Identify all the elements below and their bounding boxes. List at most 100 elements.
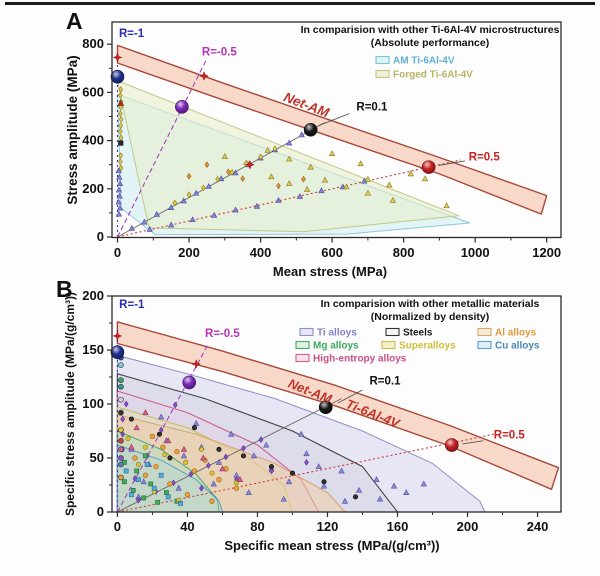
data-point xyxy=(167,481,173,487)
data-point xyxy=(118,140,124,146)
x-tick-label: 0 xyxy=(114,245,121,260)
label-R=-1: R=-1 xyxy=(119,28,145,40)
data-point xyxy=(209,498,215,504)
r-ratio-sphere xyxy=(110,69,125,84)
data-point xyxy=(167,221,175,228)
x-tick-label: 200 xyxy=(178,245,200,260)
legend-item-label: Forged Ti-6Al-4V xyxy=(393,70,473,81)
data-point xyxy=(223,453,229,461)
data-point xyxy=(226,168,231,176)
data-point xyxy=(115,198,122,205)
page-rule xyxy=(5,2,595,5)
legend-item-label: Steels xyxy=(403,328,433,339)
data-point xyxy=(115,210,123,217)
data-point xyxy=(115,186,123,193)
r-ratio-sphere xyxy=(303,122,318,137)
data-point xyxy=(236,476,244,482)
data-point xyxy=(338,467,345,474)
series-cu-pts xyxy=(123,462,183,506)
y-tick-label: 400 xyxy=(82,133,104,148)
data-point xyxy=(156,431,162,437)
data-point xyxy=(221,153,228,159)
data-point xyxy=(258,153,263,161)
series-steel-pts xyxy=(128,416,359,500)
data-point xyxy=(118,152,124,159)
data-point xyxy=(128,224,135,231)
data-point xyxy=(118,116,124,123)
data-point xyxy=(174,448,180,455)
data-point xyxy=(153,210,161,217)
y-tick-label: 100 xyxy=(82,396,104,411)
data-point xyxy=(183,459,189,465)
data-point xyxy=(191,425,197,431)
star-marker xyxy=(199,71,209,81)
series-am-r05 xyxy=(146,177,368,232)
label-R=0.1: R=0.1 xyxy=(356,102,388,114)
panel-b-label: B xyxy=(56,276,73,302)
data-point xyxy=(116,204,124,211)
data-point xyxy=(125,436,131,442)
data-point xyxy=(149,433,156,440)
data-point xyxy=(210,480,217,487)
data-point xyxy=(352,494,359,500)
data-point xyxy=(241,444,246,452)
data-point xyxy=(269,467,274,475)
data-point xyxy=(134,468,140,474)
data-point xyxy=(301,175,306,183)
data-point xyxy=(118,455,124,461)
y-tick-label: 800 xyxy=(82,36,104,51)
data-point xyxy=(123,468,129,474)
data-point xyxy=(198,446,204,452)
data-point xyxy=(275,196,282,203)
data-point xyxy=(403,489,410,495)
data-point xyxy=(153,463,159,470)
data-point xyxy=(180,197,187,204)
data-point xyxy=(118,86,124,93)
legend-swatch xyxy=(381,340,396,350)
data-point xyxy=(328,150,336,157)
data-point xyxy=(298,430,305,437)
data-point xyxy=(167,455,173,461)
data-point xyxy=(272,145,278,153)
data-point xyxy=(128,443,135,450)
data-point xyxy=(115,167,122,174)
legend-item-label: AM Ti-6Al-4V xyxy=(393,56,455,67)
x-tick-label: 160 xyxy=(387,519,409,534)
label-R=-0.5: R=-0.5 xyxy=(202,47,237,59)
data-point xyxy=(172,401,178,409)
star-marker xyxy=(191,359,202,369)
net-am-band xyxy=(116,44,548,215)
data-point xyxy=(307,163,314,170)
series-axis-column xyxy=(118,354,124,481)
data-point xyxy=(118,128,123,135)
y-tick-label: 200 xyxy=(82,181,104,196)
annotation-leader xyxy=(462,440,484,445)
legend-swatch xyxy=(477,327,492,337)
data-point xyxy=(129,492,134,498)
data-point xyxy=(199,484,204,492)
data-point xyxy=(118,362,124,368)
x-tick-label: 800 xyxy=(393,245,415,260)
data-point xyxy=(289,470,295,476)
series-hea-pts xyxy=(128,409,244,482)
data-point xyxy=(186,172,192,180)
data-point xyxy=(240,175,246,183)
data-point xyxy=(116,192,123,199)
data-point xyxy=(136,477,141,482)
r-ratio-sphere xyxy=(318,400,333,415)
data-point xyxy=(151,485,157,491)
data-point xyxy=(321,176,329,183)
data-point xyxy=(357,160,364,167)
x-tick-label: 240 xyxy=(527,519,549,534)
data-point xyxy=(233,485,240,491)
region-forged-ti64 xyxy=(116,79,460,233)
data-point xyxy=(142,472,149,478)
data-point xyxy=(263,441,270,448)
data-point xyxy=(122,479,127,485)
data-point xyxy=(141,218,148,225)
legend-item-label: Cu alloys xyxy=(495,341,540,352)
legend-item-label: Ti alloys xyxy=(317,328,357,339)
data-point xyxy=(143,453,148,459)
